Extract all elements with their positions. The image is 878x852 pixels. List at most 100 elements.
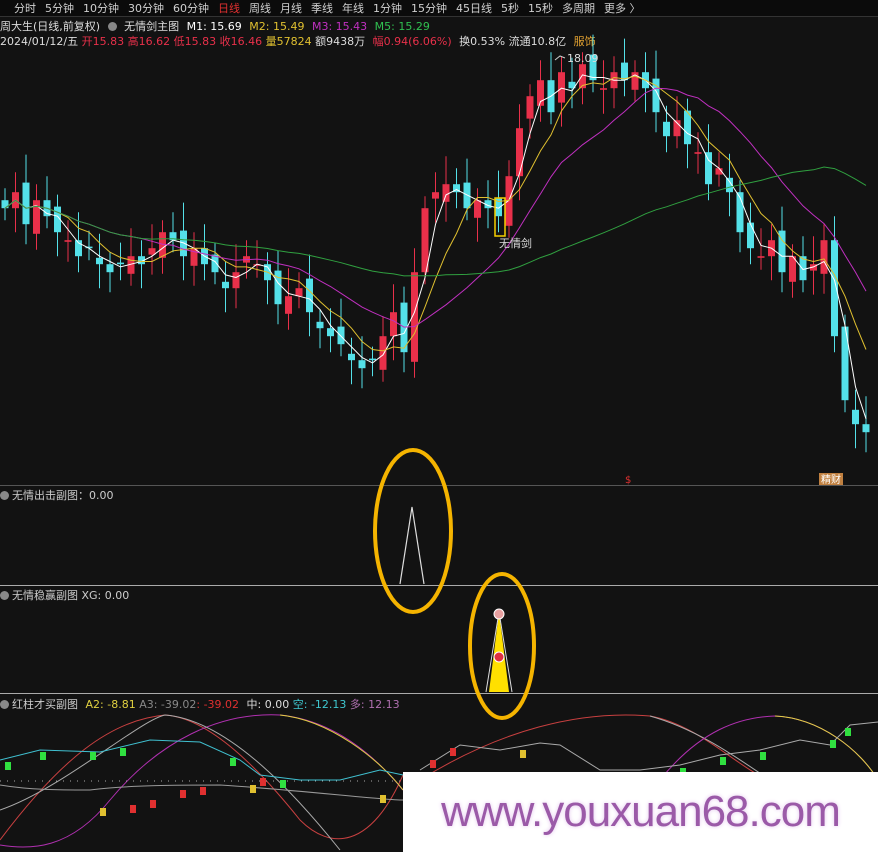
candle[interactable] [841, 326, 849, 401]
candle[interactable] [306, 278, 313, 313]
period-tab[interactable]: 5分钟 [45, 2, 74, 15]
candle[interactable] [442, 184, 450, 202]
candle[interactable] [516, 128, 523, 177]
candle[interactable] [568, 81, 576, 89]
candle[interactable] [117, 262, 124, 265]
candle[interactable] [22, 182, 30, 225]
period-tab[interactable]: 季线 [311, 2, 333, 15]
candle[interactable] [673, 120, 681, 137]
period-tab[interactable]: 更多 〉 [604, 2, 641, 15]
candle[interactable] [579, 64, 586, 89]
candle[interactable] [96, 257, 103, 265]
period-tab[interactable]: 60分钟 [173, 2, 209, 15]
candle[interactable] [148, 248, 156, 255]
candle[interactable] [253, 264, 261, 266]
candle[interactable] [358, 360, 366, 369]
candle[interactable] [379, 336, 387, 370]
panel-settings-icon[interactable] [0, 700, 9, 709]
candle[interactable] [54, 206, 61, 233]
candle[interactable] [33, 200, 40, 234]
candle[interactable] [862, 424, 870, 433]
panel-settings-icon[interactable] [0, 491, 9, 500]
candle[interactable] [295, 288, 303, 297]
candle[interactable] [715, 168, 723, 175]
candle[interactable] [127, 256, 135, 274]
candle[interactable] [316, 321, 324, 329]
period-tab[interactable]: 多周期 [562, 2, 595, 15]
period-tab[interactable]: 分时 [14, 2, 36, 15]
period-tab[interactable]: 日线 [218, 2, 240, 15]
candle[interactable] [484, 200, 492, 209]
candle[interactable] [736, 192, 744, 233]
candle[interactable] [747, 222, 754, 249]
candle[interactable] [421, 208, 429, 273]
period-tab[interactable]: 月线 [280, 2, 302, 15]
period-tab[interactable]: 5秒 [501, 2, 519, 15]
candle[interactable] [411, 272, 418, 362]
candle[interactable] [757, 256, 765, 258]
period-tab[interactable]: 30分钟 [128, 2, 164, 15]
candle[interactable] [831, 240, 838, 337]
candle[interactable] [705, 152, 712, 185]
candle[interactable] [589, 54, 597, 81]
period-tab[interactable]: 1分钟 [373, 2, 402, 15]
candle[interactable] [558, 72, 565, 103]
candle[interactable] [285, 296, 292, 314]
candle[interactable] [1, 200, 9, 209]
panel-settings-icon[interactable] [0, 591, 9, 600]
candle[interactable] [726, 177, 733, 193]
candle[interactable] [64, 240, 72, 242]
indicator-settings-icon[interactable] [107, 22, 117, 31]
tag-badge[interactable] [819, 473, 843, 485]
candle[interactable] [684, 110, 691, 145]
panel-attack-title: 无情出击副图：0.00 [12, 489, 114, 502]
candle[interactable] [390, 312, 397, 337]
candle[interactable] [85, 246, 93, 249]
candle[interactable] [505, 176, 513, 226]
candle[interactable] [274, 270, 282, 305]
candle[interactable] [211, 254, 219, 273]
candle[interactable] [526, 96, 534, 119]
candle[interactable] [232, 272, 240, 289]
candle[interactable] [169, 232, 177, 241]
candle[interactable] [474, 200, 481, 218]
candle[interactable] [694, 152, 702, 154]
candle[interactable] [138, 256, 145, 265]
candle[interactable] [621, 62, 628, 81]
candle[interactable] [537, 80, 544, 106]
candle[interactable] [663, 121, 670, 137]
candle[interactable] [852, 409, 859, 425]
candle[interactable] [432, 192, 439, 199]
indicator-name[interactable]: 无情剑主图 [124, 20, 180, 33]
candle[interactable] [820, 240, 828, 274]
period-tab[interactable]: 15分钟 [411, 2, 447, 15]
panel-win-title: 无情稳赢副图 [12, 589, 78, 602]
period-tab[interactable]: 10分钟 [83, 2, 119, 15]
candle[interactable] [337, 326, 345, 345]
candle[interactable] [327, 328, 334, 337]
candle[interactable] [159, 232, 166, 258]
candle[interactable] [453, 184, 460, 193]
candle[interactable] [106, 264, 114, 273]
candle[interactable] [190, 248, 198, 266]
period-tab[interactable]: 周线 [249, 2, 271, 15]
candle[interactable] [75, 240, 82, 257]
ma-m3: M3: 15.43 [311, 20, 368, 33]
candle[interactable] [799, 256, 807, 281]
candle[interactable] [789, 256, 796, 282]
candle[interactable] [222, 281, 229, 289]
candle[interactable] [652, 78, 660, 113]
quote-high: 高16.62 [127, 35, 171, 48]
candle[interactable] [348, 353, 355, 361]
candle[interactable] [778, 230, 786, 273]
candle[interactable] [600, 88, 607, 90]
period-tab[interactable]: 年线 [342, 2, 364, 15]
quote-sector[interactable]: 服饰 [573, 35, 596, 48]
candle[interactable] [495, 198, 502, 217]
signal-label: 无情剑 [499, 236, 532, 250]
period-tab[interactable]: 15秒 [528, 2, 553, 15]
candle[interactable] [631, 72, 639, 90]
candle[interactable] [369, 358, 376, 361]
period-tab[interactable]: 45日线 [456, 2, 492, 15]
